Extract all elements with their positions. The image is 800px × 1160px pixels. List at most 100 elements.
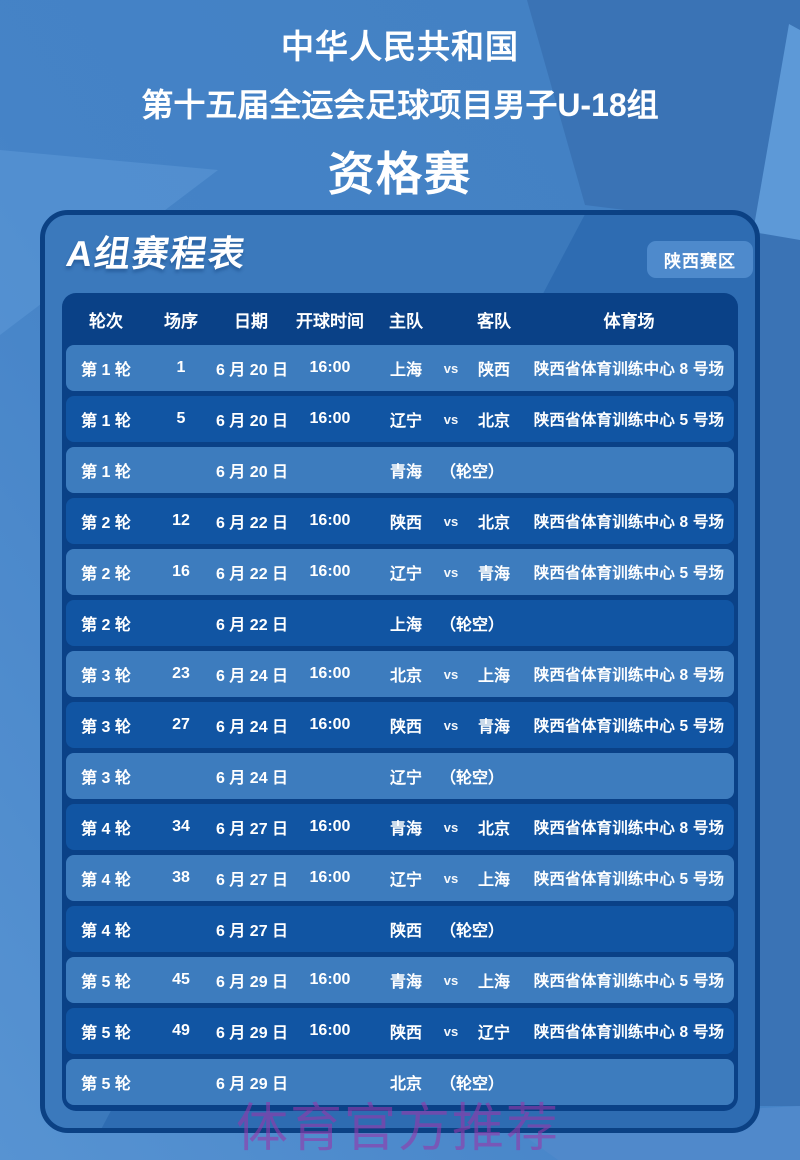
cell-round: 第 5 轮 [81,1025,131,1042]
cell-round: 第 4 轮 [81,923,131,940]
cell-vs-label: vs [443,513,459,529]
cell-vs-label: vs [443,360,459,376]
cell-away-team: （轮空） [440,923,505,940]
cell-kickoff-time: 16:00 [309,359,351,376]
cell-match-no: 38 [172,869,190,886]
cell-kickoff-time: 16:00 [309,512,351,529]
cell-kickoff-time: 16:00 [309,869,351,886]
cell-venue: 陕西省体育训练中心 5 号场 [533,973,725,990]
cell-venue: 陕西省体育训练中心 5 号场 [533,871,725,888]
table-row: 第 3 轮 27 6 月 24 日 16:00 陕西 vs 青海 陕西省体育训练… [66,702,734,748]
cell-round: 第 1 轮 [81,413,131,430]
table-row: 第 2 轮 16 6 月 22 日 16:00 辽宁 vs 青海 陕西省体育训练… [66,549,734,595]
cell-date: 6 月 29 日 [216,1025,289,1042]
table-body: 第 1 轮 1 6 月 20 日 16:00 上海 vs 陕西 陕西省体育训练中… [66,345,734,1105]
cell-kickoff-time: 16:00 [309,971,351,988]
cell-away-team: 上海 [477,872,510,889]
cell-venue: 陕西省体育训练中心 8 号场 [533,1024,725,1041]
cell-kickoff-time: 16:00 [309,563,351,580]
table-row: 第 1 轮 1 6 月 20 日 16:00 上海 vs 陕西 陕西省体育训练中… [66,345,734,391]
cell-vs-label: vs [443,972,459,988]
header-cell-kickoff: 开球时间 [296,311,364,331]
cell-home-team: 陕西 [389,515,422,532]
schedule-table: 轮次 场序 日期 开球时间 主队 客队 体育场 第 1 轮 1 6 月 20 日… [62,293,738,1111]
page-title: 中华人民共和国 第十五届全运会足球项目男子U-18组 资格赛 [0,0,800,204]
cell-away-team: 辽宁 [477,1025,510,1042]
cell-date: 6 月 27 日 [216,872,289,889]
cell-home-team: 北京 [389,1076,422,1093]
cell-round: 第 5 轮 [81,1076,131,1093]
cell-round: 第 2 轮 [81,617,131,634]
table-row: 第 4 轮 38 6 月 27 日 16:00 辽宁 vs 上海 陕西省体育训练… [66,855,734,901]
cell-date: 6 月 22 日 [216,566,289,583]
header-cell-home: 主队 [389,311,423,331]
cell-home-team: 上海 [389,617,422,634]
cell-date: 6 月 27 日 [216,821,289,838]
cell-date: 6 月 20 日 [216,362,289,379]
cell-match-no: 5 [176,410,186,427]
cell-match-no: 23 [172,665,190,682]
cell-kickoff-time: 16:00 [309,665,351,682]
card-header: A组赛程表 陕西赛区 [45,215,755,293]
cell-home-team: 北京 [389,668,422,685]
cell-home-team: 陕西 [389,923,422,940]
card-title: A组赛程表 [63,233,250,274]
cell-home-team: 辽宁 [389,770,422,787]
cell-venue: 陕西省体育训练中心 8 号场 [533,667,725,684]
cell-home-team: 上海 [389,362,422,379]
table-row: 第 3 轮 23 6 月 24 日 16:00 北京 vs 上海 陕西省体育训练… [66,651,734,697]
cell-away-team: 上海 [477,668,510,685]
cell-home-team: 辽宁 [389,872,422,889]
cell-vs-label: vs [443,717,459,733]
cell-match-no: 1 [176,359,186,376]
table-header-row: 轮次 场序 日期 开球时间 主队 客队 体育场 [66,293,734,345]
cell-vs-label: vs [443,564,459,580]
cell-match-no: 16 [172,563,190,580]
cell-home-team: 陕西 [389,719,422,736]
cell-away-team: 北京 [477,515,510,532]
table-row: 第 2 轮 6 月 22 日 上海 （轮空） [66,600,734,646]
cell-date: 6 月 24 日 [216,770,289,787]
cell-home-team: 陕西 [389,1025,422,1042]
cell-vs-label: vs [443,870,459,886]
cell-home-team: 辽宁 [389,413,422,430]
title-line-qualifier: 资格赛 [328,148,472,200]
table-row: 第 2 轮 12 6 月 22 日 16:00 陕西 vs 北京 陕西省体育训练… [66,498,734,544]
cell-round: 第 3 轮 [81,770,131,787]
cell-venue: 陕西省体育训练中心 5 号场 [533,718,725,735]
table-row: 第 4 轮 6 月 27 日 陕西 （轮空） [66,906,734,952]
cell-home-team: 青海 [389,974,422,991]
cell-away-team: 青海 [477,719,510,736]
cell-home-team: 青海 [389,821,422,838]
cell-venue: 陕西省体育训练中心 8 号场 [533,820,725,837]
cell-match-no: 34 [172,818,190,835]
region-badge: 陕西赛区 [647,241,753,278]
header-cell-match-no: 场序 [164,311,198,331]
header-cell-venue: 体育场 [603,311,655,331]
cell-away-team: （轮空） [440,617,505,634]
cell-round: 第 4 轮 [81,872,131,889]
cell-kickoff-time: 16:00 [309,716,351,733]
cell-date: 6 月 29 日 [216,1076,289,1093]
cell-away-team: （轮空） [440,1076,505,1093]
cell-date: 6 月 27 日 [216,923,289,940]
schedule-card: A组赛程表 陕西赛区 轮次 场序 日期 开球时间 主队 客队 体育场 第 1 轮… [40,210,760,1133]
cell-round: 第 4 轮 [81,821,131,838]
cell-vs-label: vs [443,819,459,835]
table-row: 第 5 轮 45 6 月 29 日 16:00 青海 vs 上海 陕西省体育训练… [66,957,734,1003]
cell-kickoff-time: 16:00 [309,410,351,427]
cell-date: 6 月 29 日 [216,974,289,991]
cell-vs-label: vs [443,1023,459,1039]
cell-date: 6 月 24 日 [216,719,289,736]
title-line-event: 第十五届全运会足球项目男子U-18组 [141,87,659,123]
cell-round: 第 1 轮 [81,464,131,481]
cell-match-no: 12 [172,512,190,529]
title-line-country: 中华人民共和国 [281,28,519,65]
cell-match-no: 45 [172,971,190,988]
cell-date: 6 月 22 日 [216,617,289,634]
cell-away-team: （轮空） [440,770,505,787]
cell-round: 第 1 轮 [81,362,131,379]
cell-round: 第 2 轮 [81,566,131,583]
cell-kickoff-time: 16:00 [309,1022,351,1039]
table-row: 第 1 轮 5 6 月 20 日 16:00 辽宁 vs 北京 陕西省体育训练中… [66,396,734,442]
